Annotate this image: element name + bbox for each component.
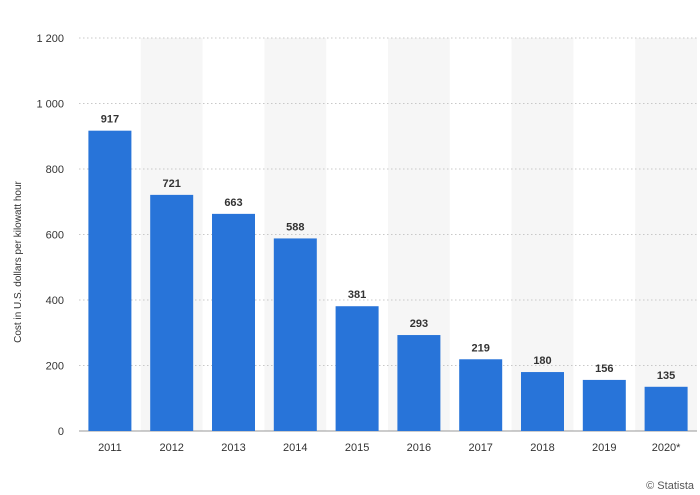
bar (459, 359, 503, 431)
source-credit: © Statista (646, 480, 694, 492)
x-tick-label: 2015 (345, 442, 369, 454)
value-labels: 917 721 663 588 381 293 219 180 156 135 (101, 114, 676, 382)
x-tick-label: 2012 (159, 442, 183, 454)
bar-value-label: 663 (224, 197, 242, 209)
y-axis-title: Cost in U.S. dollars per kilowatt hour (13, 180, 24, 342)
y-axis-tick-labels: 0 200 400 600 800 1 000 1 200 (36, 33, 64, 438)
bar (212, 213, 255, 431)
bar-value-label: 917 (101, 114, 119, 126)
bar-value-label: 180 (533, 355, 551, 367)
bar (521, 372, 564, 431)
y-tick-label: 400 (46, 295, 64, 307)
y-tick-label: 1 000 (36, 99, 64, 111)
bar-value-label: 156 (595, 363, 613, 375)
bar (397, 335, 441, 431)
bar-value-label: 135 (657, 370, 675, 382)
x-tick-label: 2019 (592, 442, 616, 454)
bar-value-label: 588 (286, 221, 304, 233)
y-tick-label: 600 (46, 230, 64, 242)
x-axis-tick-labels: 2011 2012 2013 2014 2015 2016 2017 2018 2019 2020… (98, 442, 681, 454)
bar (335, 306, 379, 431)
bar (150, 194, 194, 431)
y-tick-label: 0 (58, 426, 64, 438)
bar-value-label: 219 (472, 342, 490, 354)
x-tick-label: 2014 (283, 442, 307, 454)
x-tick-label: 2016 (407, 442, 431, 454)
background-band (635, 38, 697, 431)
y-tick-label: 800 (46, 164, 64, 176)
bar-value-label: 721 (163, 178, 181, 190)
bar (644, 386, 688, 431)
x-tick-label: 2018 (530, 442, 554, 454)
x-tick-label: 2013 (221, 442, 245, 454)
y-tick-label: 1 200 (36, 33, 64, 45)
x-tick-label: 2011 (98, 442, 122, 454)
bar-value-label: 293 (410, 318, 428, 330)
bar (273, 238, 317, 431)
bar (582, 379, 626, 431)
bar (88, 130, 132, 431)
x-tick-label: 2020* (652, 442, 681, 454)
y-tick-label: 200 (46, 361, 64, 373)
bar-value-label: 381 (348, 289, 366, 301)
x-tick-label: 2017 (468, 442, 492, 454)
bars (88, 130, 688, 431)
